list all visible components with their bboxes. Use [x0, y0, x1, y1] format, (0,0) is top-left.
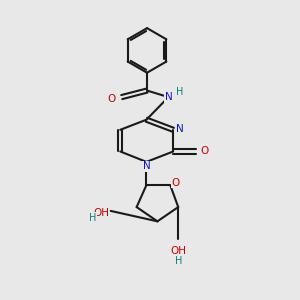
Text: OH: OH: [170, 246, 186, 256]
Text: N: N: [176, 124, 184, 134]
Text: O: O: [108, 94, 116, 104]
Text: N: N: [143, 161, 151, 171]
Text: O: O: [171, 178, 180, 188]
Text: H: H: [176, 87, 183, 97]
Text: N: N: [165, 92, 172, 102]
Text: H: H: [175, 256, 182, 266]
Text: OH: OH: [93, 208, 109, 218]
Text: O: O: [201, 146, 209, 157]
Text: H: H: [89, 213, 97, 223]
